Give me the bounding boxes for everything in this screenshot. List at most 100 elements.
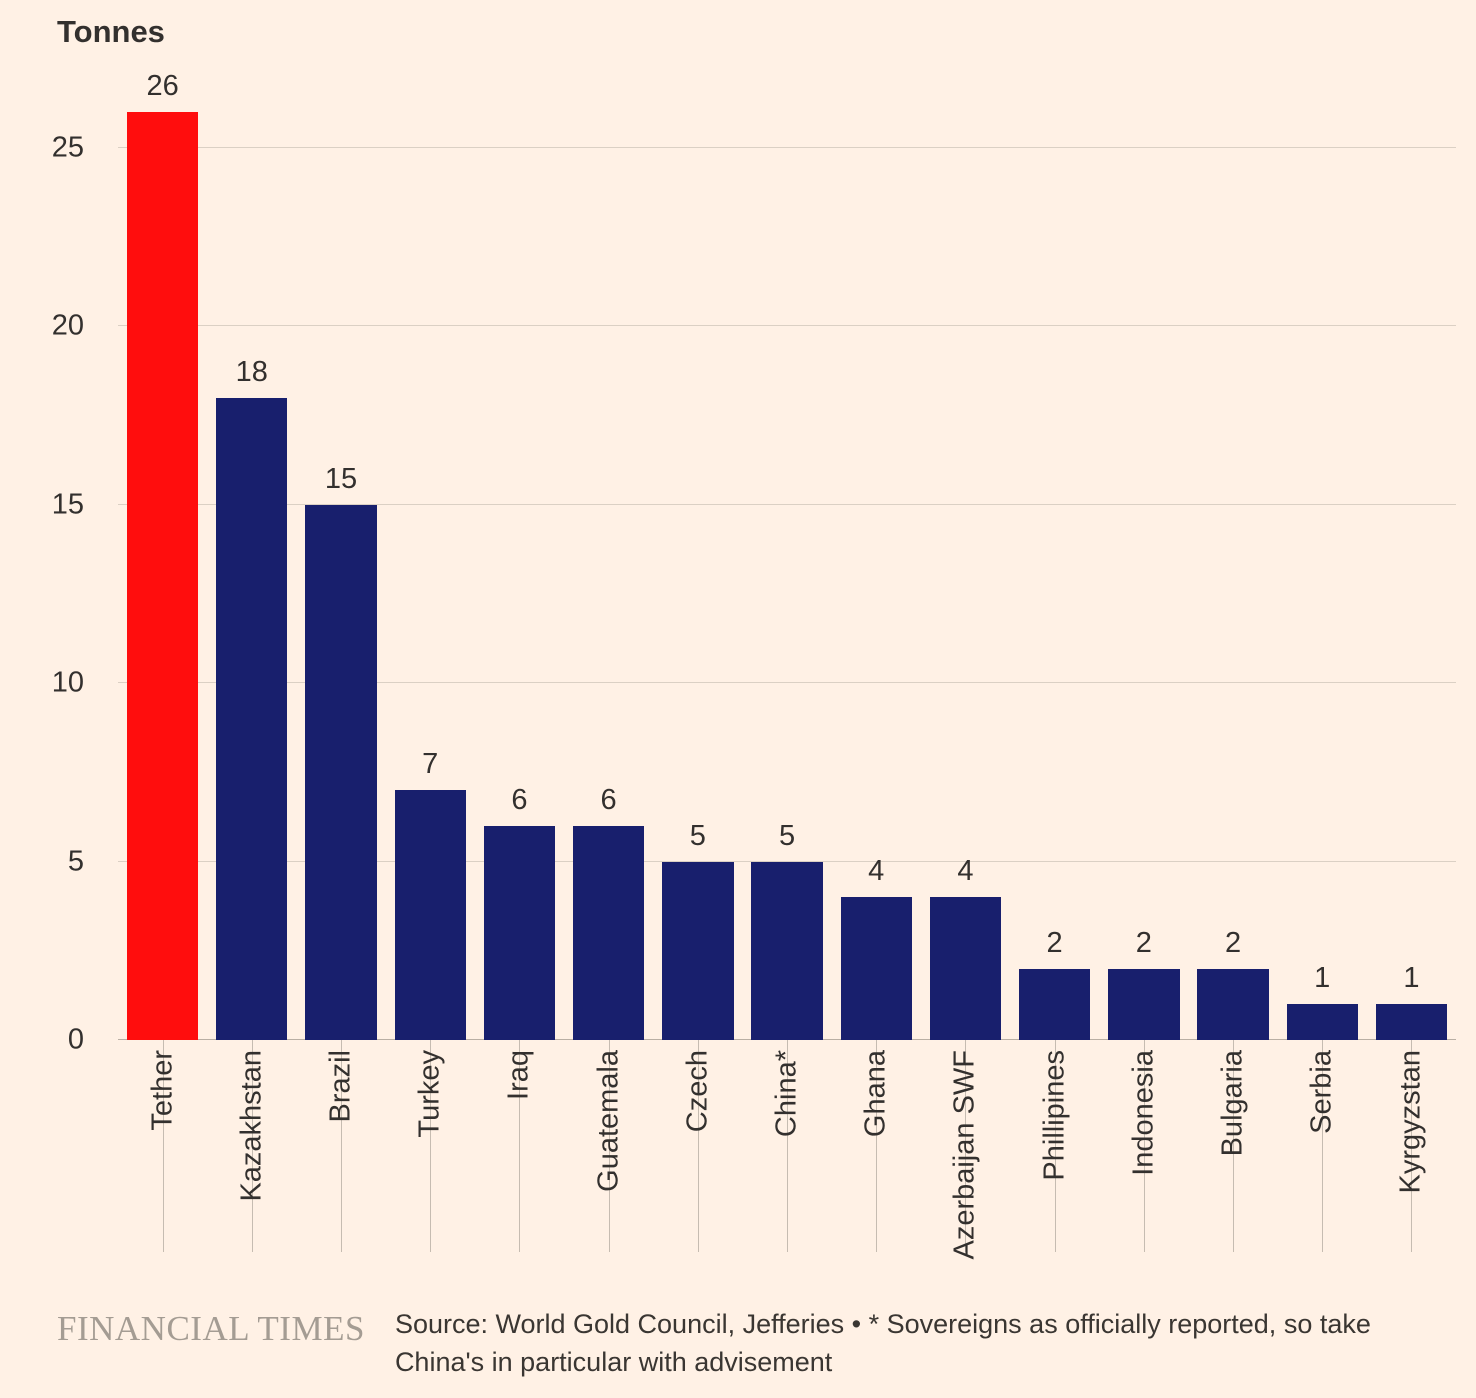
bar-slot: 5	[742, 112, 831, 1040]
bar-slot: 2	[1099, 112, 1188, 1040]
bar-value-label: 7	[422, 748, 439, 781]
bar-value-label: 4	[957, 855, 974, 888]
footer: FINANCIAL TIMES Source: World Gold Counc…	[57, 1305, 1436, 1382]
bar-slot: 7	[386, 112, 475, 1040]
x-tick: Turkey	[386, 1040, 475, 1275]
x-tick: Indonesia	[1099, 1040, 1188, 1275]
bar: 6	[572, 784, 645, 1040]
x-tick-line	[341, 1040, 342, 1252]
y-tick-label: 0	[67, 1023, 84, 1056]
bar-slot: 6	[475, 112, 564, 1040]
bar-value-label: 6	[600, 783, 617, 816]
bar-value-label: 2	[1135, 926, 1152, 959]
gridline	[118, 682, 1456, 684]
x-tick-line	[608, 1040, 610, 1252]
x-tick: Azerbaijan SWF	[921, 1040, 1010, 1275]
x-tick-line	[1143, 1040, 1145, 1252]
x-tick-line	[1411, 1040, 1413, 1252]
plot-area: 26 18 15 7 6 6 5 5 4 4 2 2 2 1 1	[118, 70, 1456, 1040]
bar-value-label: 2	[1224, 926, 1242, 959]
x-tick-line	[162, 1040, 164, 1252]
x-tick: Bulgaria	[1188, 1040, 1277, 1275]
x-axis: Tether Kazakhstan Brazil Turkey Iraq Guatemal…	[118, 1040, 1456, 1275]
y-tick-label: 15	[51, 488, 84, 521]
bar-slot: 1	[1367, 112, 1456, 1040]
x-tick-label: China*	[770, 1050, 803, 1138]
x-tick: Phillipines	[1010, 1040, 1099, 1275]
x-tick-label: Bulgaria	[1216, 1050, 1249, 1157]
bar: 2	[1108, 927, 1180, 1040]
x-tick-line	[251, 1040, 253, 1252]
source-note: Source: World Gold Council, Jefferies • …	[394, 1309, 1371, 1378]
x-tick-line	[1322, 1040, 1324, 1252]
x-tick: Serbia	[1278, 1040, 1367, 1275]
y-axis-title: Tonnes	[57, 14, 165, 49]
x-tick-label: Ghana	[859, 1050, 892, 1138]
bar-value-label: 4	[868, 855, 885, 888]
gridline	[118, 146, 1456, 148]
x-tick-line	[519, 1040, 521, 1252]
x-tick-line	[787, 1040, 789, 1252]
x-tick-label: Tether	[146, 1050, 179, 1131]
bar-value-label: 6	[511, 783, 528, 816]
x-tick-line	[697, 1040, 699, 1252]
x-tick-label: Kyrgyzstan	[1394, 1050, 1427, 1194]
x-tick-line	[1233, 1040, 1235, 1252]
y-axis: 0 5 10 15 20 25	[0, 112, 96, 1055]
bars-row: 26 18 15 7 6 6 5 5 4 4 2 2 2 1 1	[118, 70, 1456, 1040]
bar-value-label: 1	[1403, 962, 1420, 995]
gridline	[118, 860, 1456, 862]
bar-slot: 2	[1010, 112, 1099, 1040]
bar-slot: 6	[564, 112, 653, 1040]
x-tick-label: Azerbaijan SWF	[948, 1050, 981, 1260]
bar: 4	[929, 855, 1002, 1040]
bar: 15	[305, 463, 377, 1040]
x-tick-label: Iraq	[502, 1050, 535, 1100]
x-tick-label: Indonesia	[1127, 1050, 1160, 1176]
y-tick-label: 5	[67, 845, 84, 878]
bar-value-label: 1	[1314, 962, 1331, 995]
bar-value-label: 26	[146, 70, 179, 102]
bar: 7	[394, 748, 466, 1040]
bar-value-label: 5	[778, 819, 796, 852]
bar: 4	[840, 855, 912, 1040]
x-tick: Brazil	[296, 1040, 385, 1275]
bar-value-label: 2	[1046, 926, 1063, 959]
x-tick: Kyrgyzstan	[1367, 1040, 1456, 1275]
bar: 6	[483, 784, 556, 1040]
x-tick: Czech	[653, 1040, 742, 1275]
ft-logo: FINANCIAL TIMES	[57, 1309, 365, 1348]
bar: 1	[1375, 962, 1448, 1040]
x-tick-label: Guatemala	[592, 1050, 625, 1192]
gridline	[118, 325, 1456, 327]
bar: 5	[751, 820, 823, 1040]
x-tick-line	[965, 1040, 967, 1252]
x-tick-label: Serbia	[1305, 1050, 1338, 1134]
x-tick-label: Turkey	[413, 1050, 446, 1138]
x-tick-label: Czech	[681, 1050, 714, 1133]
bar-value-label: 5	[689, 819, 706, 852]
bar-slot: 2	[1188, 112, 1277, 1040]
y-tick-label: 25	[51, 131, 84, 164]
bar-slot: 15	[296, 112, 385, 1040]
x-tick-line	[430, 1040, 432, 1252]
gridline	[118, 503, 1456, 505]
bar-value-label: 15	[324, 462, 358, 495]
x-tick: Iraq	[475, 1040, 564, 1275]
bar: 2	[1018, 927, 1091, 1040]
x-tick-label: Brazil	[324, 1050, 357, 1123]
bar: 26	[126, 70, 199, 1040]
bar: 18	[216, 356, 288, 1040]
bar-slot: 4	[921, 112, 1010, 1040]
bar-slot: 26	[118, 70, 207, 1040]
x-tick: Ghana	[832, 1040, 921, 1275]
bar: 5	[662, 820, 734, 1040]
bar-value-label: 18	[235, 355, 268, 388]
bar-slot: 1	[1278, 112, 1367, 1040]
bar-slot: 5	[653, 112, 742, 1040]
y-tick-label: 10	[51, 666, 84, 699]
x-tick-line	[1054, 1040, 1056, 1252]
x-tick: China*	[742, 1040, 831, 1275]
bar: 1	[1286, 962, 1358, 1040]
x-tick-label: Kazakhstan	[235, 1050, 268, 1202]
